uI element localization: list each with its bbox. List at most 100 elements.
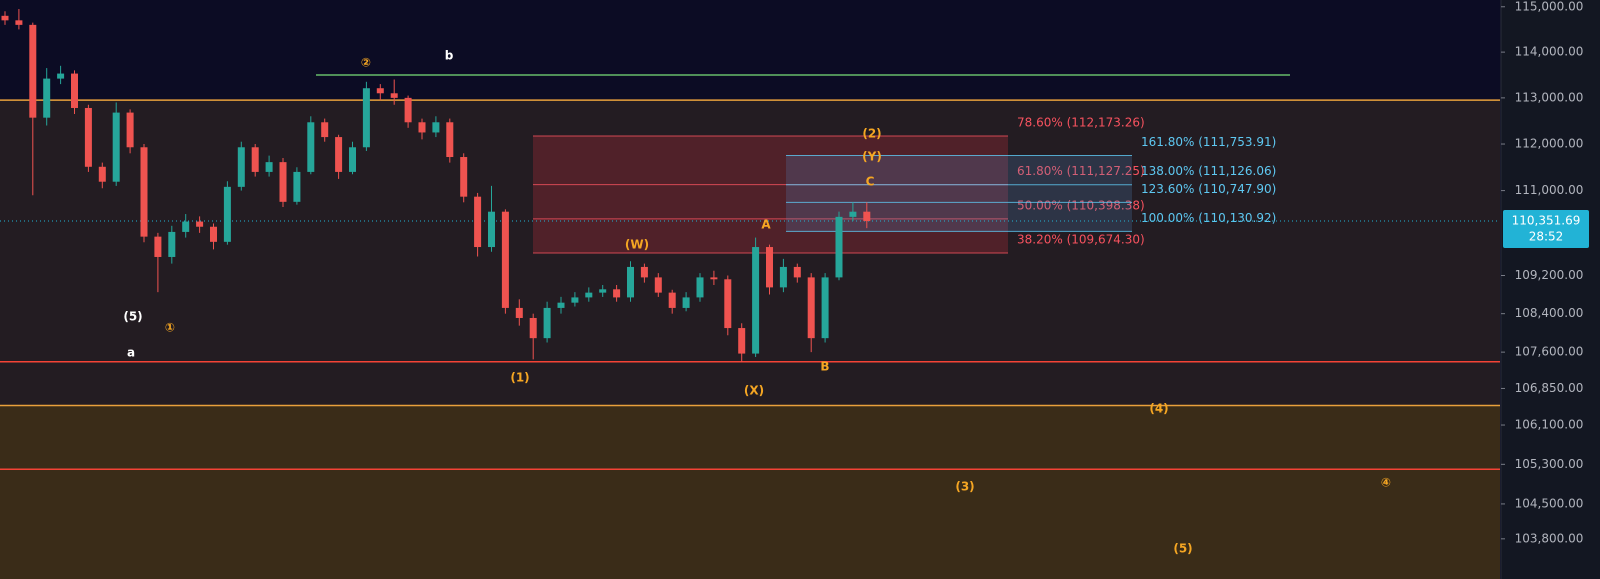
candle-body <box>196 221 204 227</box>
candle-body <box>279 162 287 202</box>
y-tick-label: 113,000.00 <box>1515 90 1584 104</box>
candle-body <box>223 186 231 242</box>
candle-body <box>376 88 384 94</box>
candle-body <box>349 147 356 172</box>
wave-label: (1) <box>510 371 529 385</box>
price-axis <box>1501 0 1600 579</box>
fib-label: 138.00% (111,126.06) <box>1141 164 1276 178</box>
candle-body <box>571 297 579 303</box>
candle-body <box>307 122 315 172</box>
candle-body <box>460 157 468 197</box>
candle-body <box>515 307 523 318</box>
candle-body <box>321 122 329 138</box>
fib-label: 50.00% (110,398.38) <box>1017 198 1145 212</box>
candle-body <box>404 97 412 123</box>
candle-body <box>529 317 537 339</box>
candle-body <box>446 122 454 158</box>
candle-body <box>390 93 398 98</box>
candle-body <box>265 162 273 172</box>
wave-label: (5) <box>1173 542 1192 556</box>
candle-body <box>432 122 440 133</box>
candle-body <box>543 307 551 339</box>
candle-body <box>835 216 843 278</box>
candle-body <box>557 302 565 308</box>
candle-body <box>488 211 495 248</box>
candle-body <box>849 211 857 217</box>
candle-body <box>752 247 760 354</box>
candle-body <box>474 196 482 248</box>
candle-body <box>613 289 621 298</box>
wave-label: b <box>445 49 454 63</box>
fib-label: 100.00% (110,130.92) <box>1141 211 1276 225</box>
fib-box <box>786 155 1132 232</box>
y-tick-label: 105,300.00 <box>1515 457 1584 471</box>
wave-label: (5) <box>123 310 142 324</box>
zone <box>0 405 1500 579</box>
candle-body <box>112 112 120 182</box>
candle-body <box>84 107 92 167</box>
y-tick-label: 111,000.00 <box>1515 183 1584 197</box>
wave-label: A <box>761 218 771 232</box>
candle-body <box>15 20 23 25</box>
candle-body <box>210 226 217 242</box>
fib-label: 38.20% (109,674.30) <box>1017 232 1145 246</box>
y-tick-label: 106,850.00 <box>1515 381 1584 395</box>
candle-body <box>710 277 718 280</box>
candle-body <box>793 266 801 278</box>
y-tick-label: 107,600.00 <box>1515 345 1584 359</box>
candle-body <box>863 211 871 222</box>
candle-body <box>668 292 676 308</box>
y-tick-label: 109,200.00 <box>1515 268 1584 282</box>
candle-body <box>168 231 176 257</box>
countdown-label: 28:52 <box>1529 230 1564 244</box>
wave-label: C <box>866 175 875 189</box>
wave-label: (X) <box>744 384 764 398</box>
candle-body <box>251 147 259 172</box>
y-tick-label: 108,400.00 <box>1515 306 1584 320</box>
candle-body <box>766 247 773 288</box>
candle-body <box>98 166 106 182</box>
fib-label: 61.80% (111,127.25) <box>1017 164 1145 178</box>
candle-body <box>821 277 829 339</box>
wave-label: (2) <box>862 127 881 141</box>
fib-label: 123.60% (110,747.90) <box>1141 182 1276 196</box>
y-tick-label: 103,800.00 <box>1515 531 1584 545</box>
candle-body <box>43 78 51 118</box>
candle-body <box>29 24 37 118</box>
wave-label: (3) <box>955 480 974 494</box>
wave-label: ① <box>165 321 175 335</box>
candle-body <box>696 277 704 298</box>
wave-label: (4) <box>1149 402 1168 416</box>
candle-body <box>738 328 746 354</box>
candle-body <box>418 122 426 133</box>
candle-body <box>654 277 662 293</box>
fib-label: 161.80% (111,753.91) <box>1141 135 1276 149</box>
candle-body <box>807 277 815 339</box>
y-tick-label: 115,000.00 <box>1515 0 1584 13</box>
wave-label: (W) <box>625 238 649 252</box>
y-tick-label: 104,500.00 <box>1515 496 1584 510</box>
candle-body <box>627 266 634 298</box>
candle-body <box>182 221 190 232</box>
current-price-box <box>1503 210 1589 249</box>
y-tick-label: 112,000.00 <box>1515 137 1584 151</box>
wave-label: B <box>820 360 829 374</box>
current-price-label: 110,351.69 <box>1512 214 1581 228</box>
candle-body <box>237 147 245 187</box>
candle-body <box>501 211 509 308</box>
y-tick-label: 106,100.00 <box>1515 418 1584 432</box>
wave-label: a <box>127 346 135 360</box>
wave-label: ④ <box>1381 476 1391 490</box>
candle-body <box>335 137 343 172</box>
candle-body <box>724 279 732 329</box>
y-tick-label: 114,000.00 <box>1515 45 1584 59</box>
candle-body <box>71 73 78 108</box>
candle-body <box>1 15 9 21</box>
candle-body <box>154 236 162 257</box>
candle-body <box>57 73 65 79</box>
candle-body <box>682 297 690 308</box>
fib-label: 78.60% (112,173.26) <box>1017 115 1145 129</box>
candle-body <box>779 266 787 288</box>
